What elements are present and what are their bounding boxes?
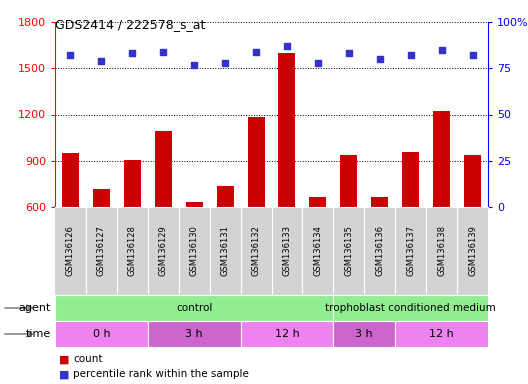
Point bbox=[375, 56, 384, 62]
Text: 0 h: 0 h bbox=[92, 329, 110, 339]
Bar bbox=[93, 189, 110, 300]
Bar bbox=[341, 155, 357, 300]
Text: 12 h: 12 h bbox=[275, 329, 299, 339]
Text: GSM136128: GSM136128 bbox=[128, 225, 137, 276]
Point bbox=[345, 50, 353, 56]
Bar bbox=[371, 197, 388, 300]
Point bbox=[314, 60, 322, 66]
Text: count: count bbox=[73, 354, 102, 364]
Text: 3 h: 3 h bbox=[185, 329, 203, 339]
Point bbox=[97, 58, 106, 64]
Bar bbox=[278, 53, 296, 300]
Point bbox=[221, 60, 229, 66]
Text: time: time bbox=[26, 329, 51, 339]
Bar bbox=[124, 160, 141, 300]
Text: GSM136132: GSM136132 bbox=[251, 225, 260, 276]
Bar bbox=[333, 321, 395, 347]
Bar bbox=[333, 295, 488, 321]
Text: GSM136136: GSM136136 bbox=[375, 225, 384, 276]
Text: percentile rank within the sample: percentile rank within the sample bbox=[73, 369, 249, 379]
Point bbox=[437, 47, 446, 53]
Bar bbox=[402, 152, 419, 300]
Bar bbox=[241, 321, 333, 347]
Text: GSM136139: GSM136139 bbox=[468, 225, 477, 276]
Text: GSM136134: GSM136134 bbox=[314, 225, 323, 276]
Point bbox=[66, 52, 74, 58]
Text: 12 h: 12 h bbox=[429, 329, 454, 339]
Text: GSM136126: GSM136126 bbox=[66, 225, 75, 276]
Text: GDS2414 / 222578_s_at: GDS2414 / 222578_s_at bbox=[55, 18, 205, 31]
Text: control: control bbox=[176, 303, 212, 313]
Point bbox=[190, 61, 199, 68]
Bar bbox=[62, 153, 79, 300]
Bar bbox=[309, 197, 326, 300]
Bar bbox=[55, 321, 148, 347]
Bar bbox=[186, 202, 203, 300]
Text: agent: agent bbox=[18, 303, 51, 313]
Bar bbox=[395, 321, 488, 347]
Text: GSM136129: GSM136129 bbox=[159, 226, 168, 276]
Point bbox=[159, 48, 167, 55]
Text: GSM136130: GSM136130 bbox=[190, 225, 199, 276]
Text: GSM136133: GSM136133 bbox=[282, 225, 291, 276]
Bar bbox=[148, 321, 241, 347]
Text: GSM136135: GSM136135 bbox=[344, 225, 353, 276]
Text: trophoblast conditioned medium: trophoblast conditioned medium bbox=[325, 303, 496, 313]
Text: GSM136137: GSM136137 bbox=[406, 225, 415, 276]
Bar bbox=[464, 155, 481, 300]
Bar bbox=[216, 186, 233, 300]
Point bbox=[128, 50, 137, 56]
Point bbox=[468, 52, 477, 58]
Bar bbox=[433, 111, 450, 300]
Point bbox=[407, 52, 415, 58]
Bar bbox=[55, 295, 333, 321]
Text: ■: ■ bbox=[59, 354, 70, 364]
Text: ■: ■ bbox=[59, 369, 70, 379]
Text: GSM136131: GSM136131 bbox=[221, 225, 230, 276]
Text: GSM136127: GSM136127 bbox=[97, 225, 106, 276]
Bar bbox=[155, 131, 172, 300]
Bar bbox=[248, 117, 265, 300]
Text: GSM136138: GSM136138 bbox=[437, 225, 446, 276]
Point bbox=[252, 48, 260, 55]
Point bbox=[282, 43, 291, 49]
Text: 3 h: 3 h bbox=[355, 329, 373, 339]
